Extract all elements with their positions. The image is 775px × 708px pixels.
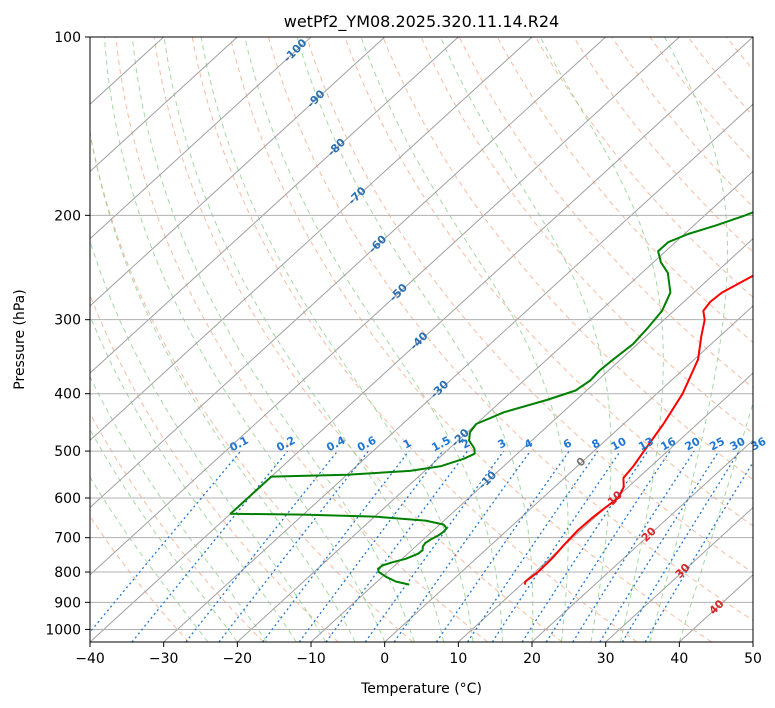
mixing-ratio-line (644, 461, 753, 642)
y-tick-label: 900 (54, 595, 81, 611)
x-tick-label: 20 (523, 651, 541, 667)
mixing-ratio-line (545, 450, 671, 642)
dry-adiabat-line (611, 37, 753, 208)
dewpoint-line (229, 211, 753, 586)
y-tick-label: 200 (54, 208, 81, 224)
moist-adiabat-line (678, 401, 753, 642)
isotherm-line (90, 37, 312, 240)
mixing-ratio-line (262, 450, 410, 642)
mixing-ratio-label: 16 (658, 435, 678, 454)
dry-adiabat-line (535, 37, 753, 298)
background-lines (90, 37, 775, 642)
temperature-line (523, 274, 753, 585)
moist-adiabat-line (90, 239, 327, 642)
isotherm-line (90, 37, 607, 509)
profile-lines (229, 211, 753, 586)
x-tick-label: 30 (597, 651, 615, 667)
isotherm-line (90, 37, 753, 642)
moist-adiabat-line (90, 314, 297, 642)
y-tick-label: 600 (54, 491, 81, 507)
y-tick-label: 800 (54, 565, 81, 581)
dry-adiabat-line (229, 37, 712, 642)
dry-adiabat-line (153, 37, 563, 642)
dry-adiabat-line (115, 37, 488, 642)
isotherm-line (531, 439, 753, 642)
mixing-ratio-line (621, 450, 740, 642)
x-axis-title: Temperature (°C) (360, 681, 482, 697)
isotherm-line (163, 103, 753, 642)
x-tick-label: −30 (149, 651, 179, 667)
y-tick-label: 1000 (45, 622, 81, 638)
x-tick-label: −20 (223, 651, 253, 667)
moist-adiabat-line (296, 37, 534, 642)
y-axis-title: Pressure (hPa) (12, 289, 28, 389)
mixing-ratio-label: 13 (636, 435, 656, 454)
moist-adiabat-line (90, 428, 238, 642)
mixing-ratio-label: 36 (749, 435, 769, 454)
isotherm-line (90, 37, 459, 374)
mixing-ratio-line (364, 450, 505, 642)
mixing-ratio-line (521, 450, 649, 642)
moist-adiabat-line (244, 37, 503, 642)
mixing-ratio-line (90, 450, 242, 634)
x-tick-label: 40 (670, 651, 688, 667)
isotherm-line (236, 170, 753, 642)
x-tick-label: −40 (75, 651, 105, 667)
moist-adiabat-line (163, 37, 445, 642)
moist-adiabat-line (200, 37, 474, 642)
mixing-ratio-line (393, 450, 531, 642)
chart-title: wetPf2_YM08.2025.320.11.14.R24 (284, 12, 559, 32)
x-tick-label: 0 (380, 651, 389, 667)
isotherm-line (384, 305, 753, 642)
moist-adiabat-line (439, 37, 612, 642)
y-tick-label: 400 (54, 387, 81, 403)
isotherm-line (90, 37, 680, 576)
moist-adiabat-line (90, 476, 209, 642)
dry-adiabat-line (573, 37, 753, 253)
dry-adiabat-line (649, 37, 753, 163)
dry-adiabat-line (382, 37, 753, 481)
mixing-ratio-line (599, 450, 720, 642)
axes: −40 −30 −20 −10 0 10 20 30 40 50 1000 900 800 700 600 5… (45, 30, 762, 667)
plot-frame (89, 36, 754, 643)
y-tick-label: 500 (54, 444, 81, 460)
mixing-ratio-line (325, 450, 469, 642)
dry-adiabat-line (496, 37, 753, 344)
isotherm-line (90, 37, 238, 173)
dry-adiabat-line (90, 515, 190, 642)
dry-adiabat-line (90, 293, 339, 642)
mixing-ratio-label: 25 (707, 435, 727, 454)
moist-adiabat-line (90, 375, 268, 642)
mixing-ratio-label: 30 (728, 435, 748, 454)
moist-adiabat-line (90, 129, 356, 642)
moist-adiabat-line (649, 37, 728, 642)
moist-adiabat-line (360, 37, 569, 642)
x-tick-label: 50 (744, 651, 762, 667)
x-tick-label: 10 (449, 651, 467, 667)
dry-adiabat-line (268, 37, 753, 622)
dry-adiabat-line (90, 412, 264, 642)
isotherm-line (310, 237, 753, 642)
isotherm-line (752, 641, 753, 642)
y-tick-label: 100 (54, 30, 81, 46)
isotherm-line (605, 506, 753, 642)
dry-adiabat-line (90, 131, 414, 642)
isotherm-line (90, 37, 386, 307)
moist-adiabat-line (103, 37, 386, 642)
x-tick-label: −10 (296, 651, 326, 667)
dry-adiabat-line (306, 37, 753, 574)
y-tick-label: 300 (54, 313, 81, 329)
dry-adiabat-line (191, 37, 638, 642)
mixing-ratio-label: 10 (609, 435, 629, 454)
y-tick-label: 700 (54, 531, 81, 547)
dry-adiabat-line (765, 37, 775, 642)
isotherm-line (90, 37, 533, 442)
mixing-ratio-label: 20 (683, 435, 703, 454)
